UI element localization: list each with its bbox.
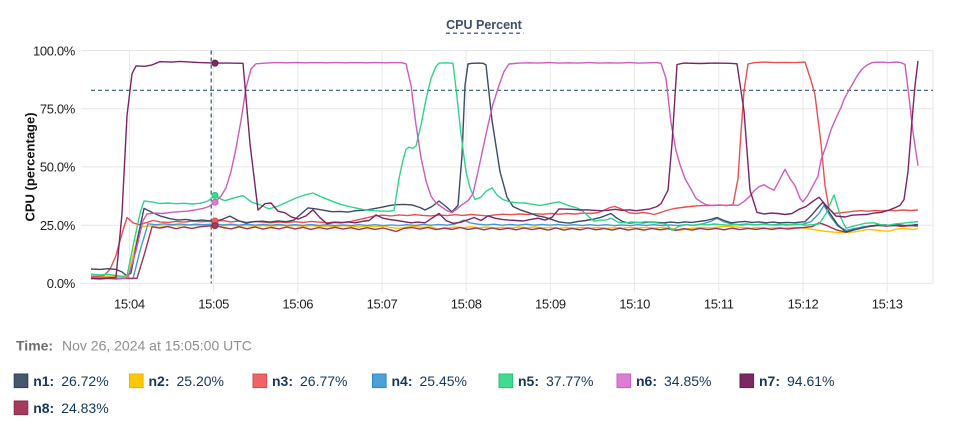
svg-text:15:12: 15:12 <box>788 297 819 312</box>
svg-text:15:13: 15:13 <box>872 297 903 312</box>
svg-text:CPU Percent: CPU Percent <box>446 18 523 32</box>
svg-text:25.0%: 25.0% <box>40 218 76 233</box>
svg-text:94.61%: 94.61% <box>787 373 834 389</box>
svg-text:15:07: 15:07 <box>367 297 398 312</box>
svg-text:15:04: 15:04 <box>114 297 145 312</box>
svg-text:75.0%: 75.0% <box>40 102 76 117</box>
svg-text:n4:: n4: <box>392 373 413 389</box>
svg-text:n1:: n1: <box>33 373 54 389</box>
svg-text:26.72%: 26.72% <box>61 373 108 389</box>
svg-text:n8:: n8: <box>33 400 54 416</box>
svg-text:25.20%: 25.20% <box>177 373 224 389</box>
svg-text:37.77%: 37.77% <box>546 373 593 389</box>
svg-text:n2:: n2: <box>149 373 170 389</box>
svg-text:0.0%: 0.0% <box>47 276 76 291</box>
svg-text:15:09: 15:09 <box>535 297 566 312</box>
svg-text:15:11: 15:11 <box>704 297 734 312</box>
svg-text:15:08: 15:08 <box>451 297 482 312</box>
svg-text:n7:: n7: <box>759 373 780 389</box>
svg-text:Time:: Time: <box>16 338 53 354</box>
svg-text:25.45%: 25.45% <box>420 373 467 389</box>
svg-text:34.85%: 34.85% <box>664 373 711 389</box>
svg-text:15:05: 15:05 <box>198 297 229 312</box>
svg-text:n3:: n3: <box>272 373 293 389</box>
svg-text:50.0%: 50.0% <box>40 160 76 175</box>
svg-text:15:06: 15:06 <box>282 297 313 312</box>
svg-text:24.83%: 24.83% <box>61 400 108 416</box>
svg-text:100.0%: 100.0% <box>33 43 76 58</box>
svg-text:Nov 26, 2024 at 15:05:00 UTC: Nov 26, 2024 at 15:05:00 UTC <box>62 338 252 354</box>
svg-text:CPU (percentage): CPU (percentage) <box>23 112 38 221</box>
svg-text:n6:: n6: <box>636 373 657 389</box>
svg-text:n5:: n5: <box>518 373 539 389</box>
svg-text:26.77%: 26.77% <box>300 373 347 389</box>
svg-text:15:10: 15:10 <box>619 297 650 312</box>
